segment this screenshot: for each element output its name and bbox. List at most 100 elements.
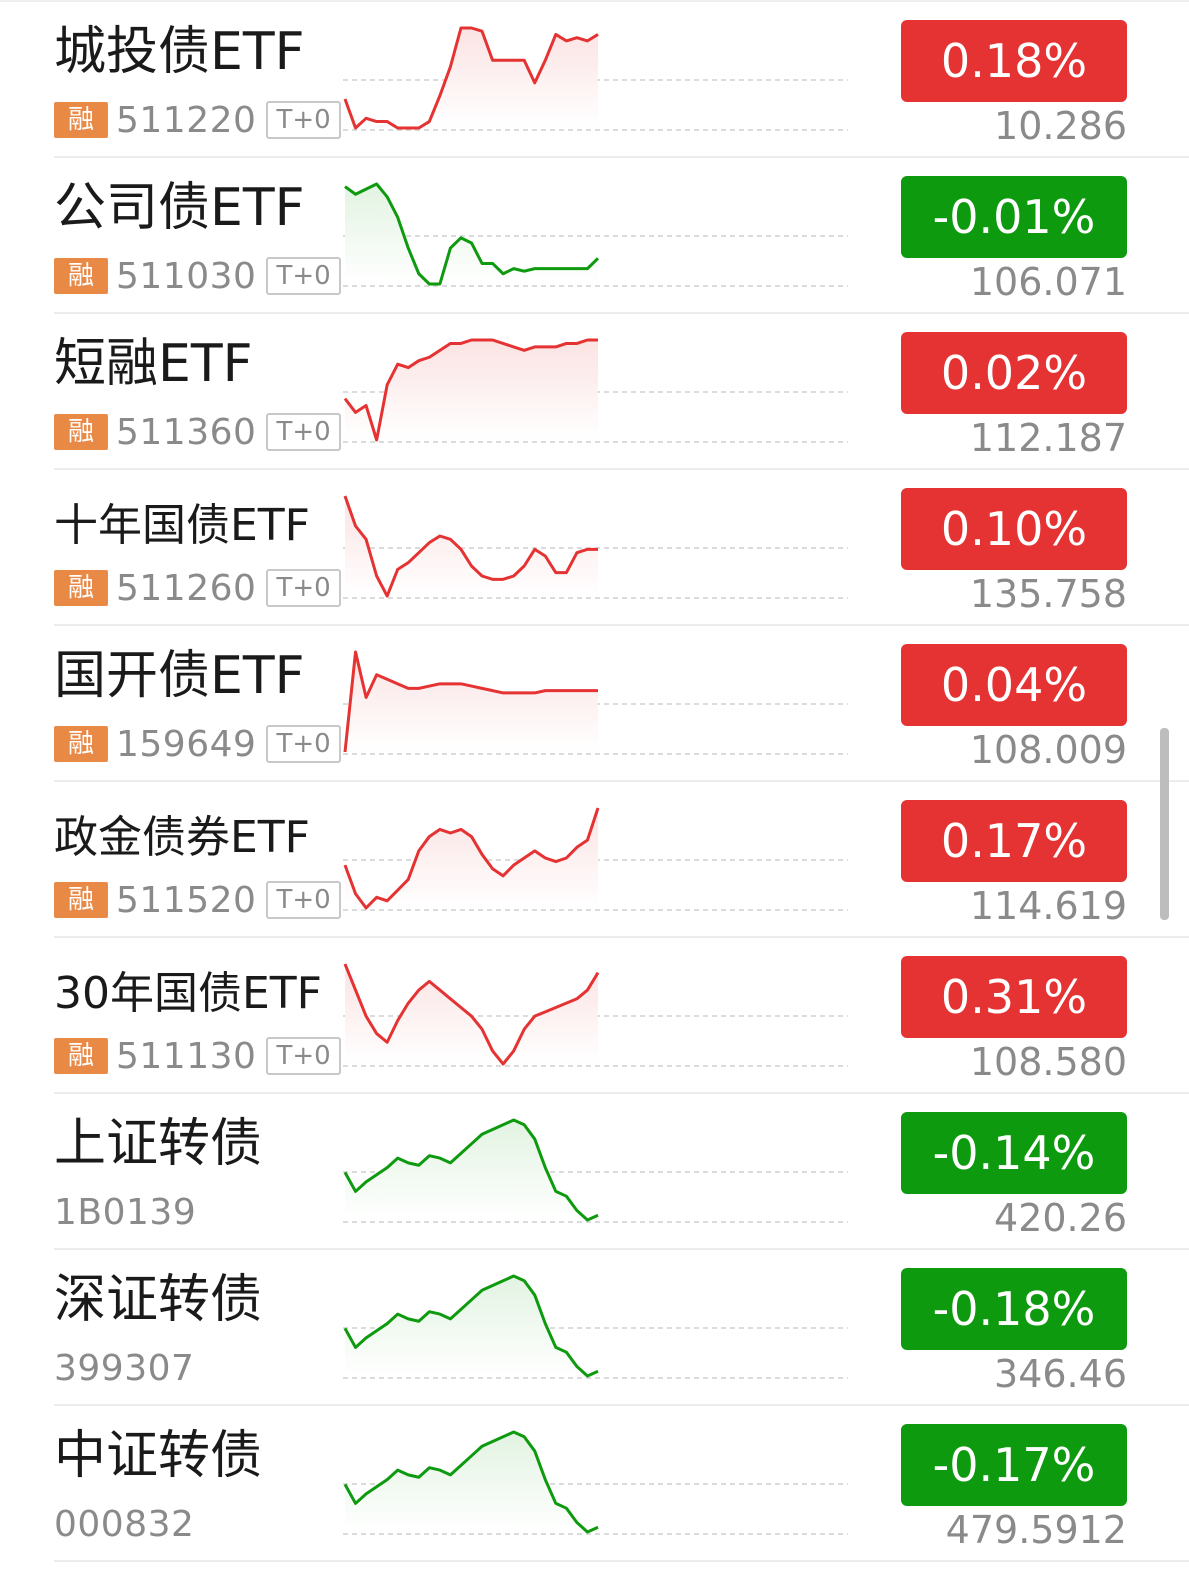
top-divider (0, 0, 1189, 2)
sparkline-line (343, 963, 600, 1066)
fund-code: 511130 (116, 1035, 257, 1077)
fund-code: 511260 (116, 567, 257, 609)
index-code: 399307 (54, 1347, 195, 1389)
sparkline-line (343, 1274, 599, 1378)
sparkline-area (345, 1276, 598, 1376)
margin-trading-badge: 融 (54, 882, 108, 918)
fund-name: 十年国债ETF (54, 500, 310, 551)
margin-trading-badge: 融 (54, 102, 108, 138)
sparkline-chart (343, 26, 848, 131)
fund-name: 短融ETF (54, 334, 253, 394)
sparkline-chart (343, 1118, 848, 1223)
index-name: 深证转债 (54, 1270, 263, 1330)
sparkline-chart (343, 650, 848, 755)
index-name: 上证转债 (54, 1114, 263, 1174)
latest-price: 135.758 (969, 572, 1127, 616)
change-percent-button[interactable]: -0.14% (901, 1112, 1127, 1194)
change-percent-button[interactable]: 0.18% (901, 20, 1127, 102)
t0-badge: T+0 (266, 881, 341, 919)
index-meta: 000832 (54, 1503, 195, 1545)
change-percent-button[interactable]: -0.18% (901, 1268, 1127, 1350)
fund-name: 30年国债ETF (54, 968, 322, 1019)
sparkline-area (345, 808, 598, 908)
fund-code: 511360 (116, 411, 257, 453)
sparkline-chart (343, 963, 848, 1067)
t0-badge: T+0 (266, 569, 341, 607)
sparkline-area (345, 1120, 598, 1220)
sparkline-area (345, 1432, 598, 1532)
index-code: 000832 (54, 1503, 195, 1545)
sparkline-area (345, 652, 598, 752)
sparkline-line (343, 650, 598, 753)
list-item[interactable]: 城投债ETF 融 511220 T+0 0.18% 10.286 (54, 2, 1189, 158)
latest-price: 346.46 (994, 1352, 1127, 1396)
change-percent-button[interactable]: -0.17% (901, 1424, 1127, 1506)
change-percent-button[interactable]: -0.01% (901, 176, 1127, 258)
t0-badge: T+0 (266, 1037, 341, 1075)
latest-price: 108.009 (969, 728, 1127, 772)
latest-price: 112.187 (969, 416, 1127, 460)
margin-trading-badge: 融 (54, 1038, 108, 1074)
sparkline-area (345, 28, 598, 128)
fund-name: 政金债券ETF (54, 812, 310, 863)
t0-badge: T+0 (266, 101, 341, 139)
latest-price: 114.619 (969, 884, 1127, 928)
list-item[interactable]: 短融ETF 融 511360 T+0 0.02% 112.187 (54, 314, 1189, 470)
fund-meta: 融 511030 T+0 (54, 255, 341, 297)
list-item[interactable]: 十年国债ETF 融 511260 T+0 0.10% 135.758 (54, 470, 1189, 626)
fund-name: 公司债ETF (54, 178, 305, 238)
sparkline-line (343, 1430, 599, 1534)
change-percent-button[interactable]: 0.04% (901, 644, 1127, 726)
sparkline-line (343, 807, 600, 910)
latest-price: 420.26 (994, 1196, 1127, 1240)
t0-badge: T+0 (266, 413, 341, 451)
sparkline-chart (343, 1274, 848, 1379)
etf-list: 城投债ETF 融 511220 T+0 0.18% 10.286 公司债ETF … (0, 2, 1189, 1562)
fund-code: 511030 (116, 255, 257, 297)
fund-code: 511520 (116, 879, 257, 921)
t0-badge: T+0 (266, 257, 341, 295)
fund-name: 国开债ETF (54, 646, 305, 706)
list-item[interactable]: 深证转债 399307 -0.18% 346.46 (54, 1250, 1189, 1406)
sparkline-line (343, 26, 599, 130)
sparkline-line (344, 182, 600, 286)
latest-price: 10.286 (994, 104, 1127, 148)
sparkline-chart (343, 807, 848, 911)
latest-price: 106.071 (969, 260, 1127, 304)
fund-meta: 融 511520 T+0 (54, 879, 341, 921)
list-item[interactable]: 公司债ETF 融 511030 T+0 -0.01% 106.071 (54, 158, 1189, 314)
sparkline-area (345, 964, 598, 1064)
sparkline-line (343, 495, 598, 598)
list-item[interactable]: 国开债ETF 融 159649 T+0 0.04% 108.009 (54, 626, 1189, 782)
margin-trading-badge: 融 (54, 726, 108, 762)
list-item[interactable]: 政金债券ETF 融 511520 T+0 0.17% 114.619 (54, 782, 1189, 938)
index-meta: 1B0139 (54, 1191, 197, 1233)
margin-trading-badge: 融 (54, 258, 108, 294)
sparkline-chart (343, 182, 848, 287)
list-item[interactable]: 中证转债 000832 -0.17% 479.5912 (54, 1406, 1189, 1562)
latest-price: 479.5912 (945, 1508, 1127, 1552)
change-percent-button[interactable]: 0.10% (901, 488, 1127, 570)
list-item[interactable]: 上证转债 1B0139 -0.14% 420.26 (54, 1094, 1189, 1250)
fund-code: 511220 (116, 99, 257, 141)
margin-trading-badge: 融 (54, 570, 108, 606)
scrollbar[interactable] (1160, 728, 1169, 920)
sparkline-line (343, 1118, 599, 1222)
sparkline-chart (343, 495, 848, 599)
margin-trading-badge: 融 (54, 414, 108, 450)
fund-meta: 融 511130 T+0 (54, 1035, 341, 1077)
change-percent-button[interactable]: 0.31% (901, 956, 1127, 1038)
fund-meta: 融 511360 T+0 (54, 411, 341, 453)
sparkline-area (345, 340, 598, 440)
sparkline-area (345, 496, 598, 596)
fund-code: 159649 (116, 723, 257, 765)
list-item[interactable]: 30年国债ETF 融 511130 T+0 0.31% 108.580 (54, 938, 1189, 1094)
fund-name: 城投债ETF (54, 22, 305, 82)
index-code: 1B0139 (54, 1191, 197, 1233)
index-name: 中证转债 (54, 1426, 263, 1486)
fund-meta: 融 159649 T+0 (54, 723, 341, 765)
change-percent-button[interactable]: 0.02% (901, 332, 1127, 414)
sparkline-chart (343, 338, 848, 443)
change-percent-button[interactable]: 0.17% (901, 800, 1127, 882)
latest-price: 108.580 (969, 1040, 1127, 1084)
